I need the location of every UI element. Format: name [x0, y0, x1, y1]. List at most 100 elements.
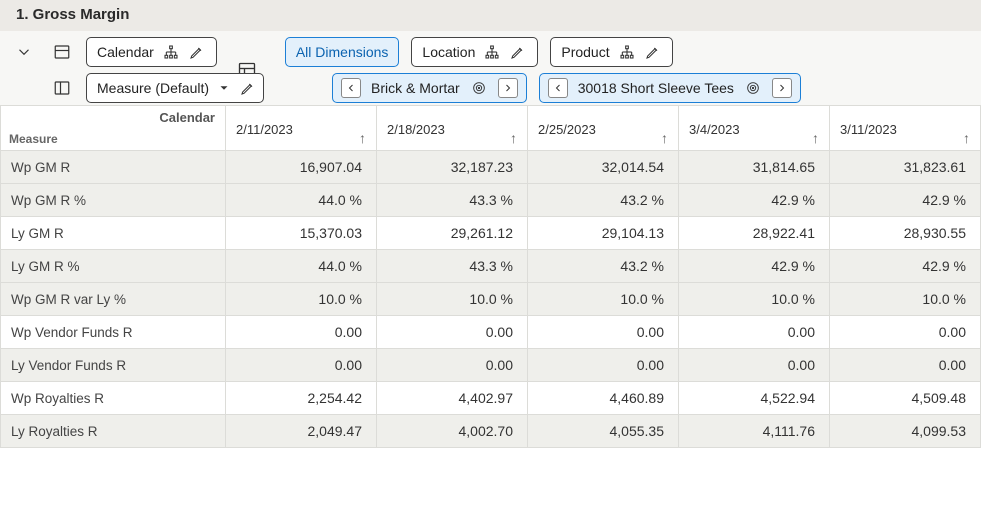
- data-cell[interactable]: 4,002.70: [377, 415, 528, 448]
- data-cell[interactable]: 10.0 %: [377, 283, 528, 316]
- breadcrumb-location-label: Brick & Mortar: [371, 80, 460, 96]
- calendar-chip[interactable]: Calendar: [86, 37, 217, 67]
- column-header[interactable]: 2/25/2023↑: [528, 106, 679, 151]
- breadcrumb-product-label: 30018 Short Sleeve Tees: [578, 80, 734, 96]
- data-cell[interactable]: 0.00: [830, 316, 981, 349]
- data-cell[interactable]: 42.9 %: [679, 184, 830, 217]
- data-cell[interactable]: 31,814.65: [679, 151, 830, 184]
- location-chip[interactable]: Location: [411, 37, 538, 67]
- table-row: Wp GM R16,907.0432,187.2332,014.5431,814…: [1, 151, 981, 184]
- data-cell[interactable]: 4,402.97: [377, 382, 528, 415]
- column-header[interactable]: 2/18/2023↑: [377, 106, 528, 151]
- row-header[interactable]: Wp GM R %: [1, 184, 226, 217]
- sort-up-icon[interactable]: ↑: [963, 130, 970, 146]
- sort-up-icon[interactable]: ↑: [359, 130, 366, 146]
- data-cell[interactable]: 0.00: [528, 316, 679, 349]
- data-cell[interactable]: 0.00: [528, 349, 679, 382]
- prev-button[interactable]: [548, 78, 568, 98]
- product-chip[interactable]: Product: [550, 37, 672, 67]
- row-header[interactable]: Wp GM R: [1, 151, 226, 184]
- target-icon[interactable]: [470, 79, 488, 97]
- hierarchy-icon[interactable]: [483, 43, 501, 61]
- row-header[interactable]: Ly Royalties R: [1, 415, 226, 448]
- data-cell[interactable]: 10.0 %: [528, 283, 679, 316]
- table-row: Ly GM R %44.0 %43.3 %43.2 %42.9 %42.9 %: [1, 250, 981, 283]
- data-cell[interactable]: 0.00: [830, 349, 981, 382]
- data-cell[interactable]: 0.00: [226, 316, 377, 349]
- data-cell[interactable]: 29,104.13: [528, 217, 679, 250]
- row-layout-icon[interactable]: [48, 38, 76, 66]
- data-cell[interactable]: 0.00: [679, 349, 830, 382]
- data-cell[interactable]: 42.9 %: [679, 250, 830, 283]
- data-cell[interactable]: 29,261.12: [377, 217, 528, 250]
- hierarchy-icon[interactable]: [162, 43, 180, 61]
- data-cell[interactable]: 32,014.54: [528, 151, 679, 184]
- row-header[interactable]: Wp Royalties R: [1, 382, 226, 415]
- target-icon[interactable]: [744, 79, 762, 97]
- sort-up-icon[interactable]: ↑: [510, 130, 517, 146]
- row-header[interactable]: Ly GM R %: [1, 250, 226, 283]
- data-grid[interactable]: Calendar Measure 2/11/2023↑ 2/18/2023↑ 2…: [0, 105, 981, 514]
- data-cell[interactable]: 44.0 %: [226, 250, 377, 283]
- next-button[interactable]: [498, 78, 518, 98]
- data-cell[interactable]: 28,922.41: [679, 217, 830, 250]
- data-cell[interactable]: 0.00: [377, 316, 528, 349]
- data-cell[interactable]: 4,111.76: [679, 415, 830, 448]
- corner-calendar-label: Calendar: [1, 106, 225, 130]
- breadcrumb-product: 30018 Short Sleeve Tees: [539, 73, 801, 103]
- data-cell[interactable]: 28,930.55: [830, 217, 981, 250]
- column-header[interactable]: 3/11/2023↑: [830, 106, 981, 151]
- data-cell[interactable]: 42.9 %: [830, 184, 981, 217]
- table-row: Wp GM R %44.0 %43.3 %43.2 %42.9 %42.9 %: [1, 184, 981, 217]
- data-cell[interactable]: 2,049.47: [226, 415, 377, 448]
- data-cell[interactable]: 4,460.89: [528, 382, 679, 415]
- column-header[interactable]: 2/11/2023↑: [226, 106, 377, 151]
- data-cell[interactable]: 4,055.35: [528, 415, 679, 448]
- pencil-icon[interactable]: [188, 43, 206, 61]
- hierarchy-icon[interactable]: [618, 43, 636, 61]
- column-header[interactable]: 3/4/2023↑: [679, 106, 830, 151]
- data-cell[interactable]: 15,370.03: [226, 217, 377, 250]
- breadcrumb-location: Brick & Mortar: [332, 73, 527, 103]
- data-cell[interactable]: 10.0 %: [226, 283, 377, 316]
- data-cell[interactable]: 4,509.48: [830, 382, 981, 415]
- pencil-icon[interactable]: [239, 79, 257, 97]
- data-cell[interactable]: 16,907.04: [226, 151, 377, 184]
- data-cell[interactable]: 10.0 %: [679, 283, 830, 316]
- row-header[interactable]: Wp GM R var Ly %: [1, 283, 226, 316]
- table-row: Ly Vendor Funds R0.000.000.000.000.00: [1, 349, 981, 382]
- data-cell[interactable]: 10.0 %: [830, 283, 981, 316]
- data-cell[interactable]: 43.3 %: [377, 250, 528, 283]
- data-cell[interactable]: 43.2 %: [528, 184, 679, 217]
- sort-up-icon[interactable]: ↑: [661, 130, 668, 146]
- column-layout-icon[interactable]: [48, 74, 76, 102]
- next-button[interactable]: [772, 78, 792, 98]
- measure-select[interactable]: Measure (Default): [86, 73, 264, 103]
- collapse-toggle[interactable]: [10, 38, 38, 66]
- table-row: Wp Royalties R2,254.424,402.974,460.894,…: [1, 382, 981, 415]
- data-cell[interactable]: 2,254.42: [226, 382, 377, 415]
- data-cell[interactable]: 43.3 %: [377, 184, 528, 217]
- data-cell[interactable]: 44.0 %: [226, 184, 377, 217]
- data-cell[interactable]: 4,522.94: [679, 382, 830, 415]
- row-header[interactable]: Ly GM R: [1, 217, 226, 250]
- row-header[interactable]: Wp Vendor Funds R: [1, 316, 226, 349]
- page-title: 1. Gross Margin: [0, 0, 981, 31]
- prev-button[interactable]: [341, 78, 361, 98]
- sort-up-icon[interactable]: ↑: [812, 130, 819, 146]
- data-cell[interactable]: 0.00: [679, 316, 830, 349]
- data-cell[interactable]: 0.00: [377, 349, 528, 382]
- all-dimensions-chip[interactable]: All Dimensions: [285, 37, 400, 67]
- measure-label: Measure (Default): [97, 80, 209, 96]
- data-cell[interactable]: 0.00: [226, 349, 377, 382]
- data-cell[interactable]: 32,187.23: [377, 151, 528, 184]
- row-header[interactable]: Ly Vendor Funds R: [1, 349, 226, 382]
- caret-down-icon: [217, 81, 231, 95]
- data-cell[interactable]: 42.9 %: [830, 250, 981, 283]
- data-cell[interactable]: 43.2 %: [528, 250, 679, 283]
- pencil-icon[interactable]: [509, 43, 527, 61]
- data-cell[interactable]: 31,823.61: [830, 151, 981, 184]
- corner-measure-label: Measure: [1, 130, 225, 150]
- pencil-icon[interactable]: [644, 43, 662, 61]
- data-cell[interactable]: 4,099.53: [830, 415, 981, 448]
